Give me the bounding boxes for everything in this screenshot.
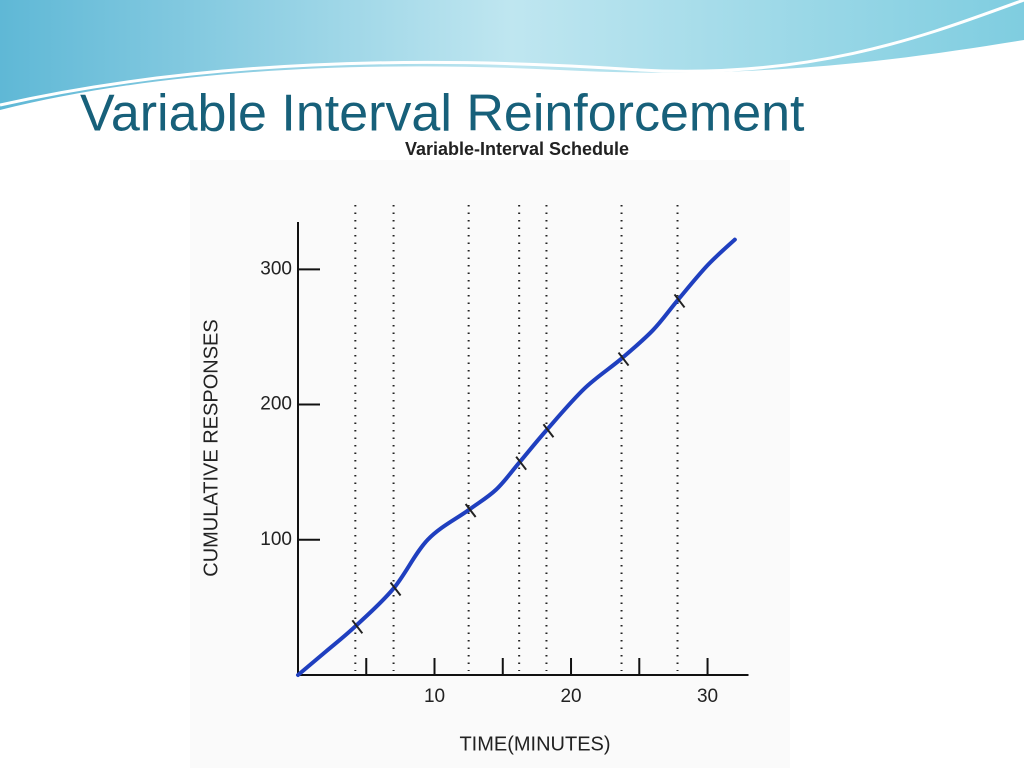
y-axis-label: CUMULATIVE RESPONSES bbox=[200, 319, 222, 576]
x-tick-label: 30 bbox=[697, 686, 718, 707]
y-tick-label: 100 bbox=[260, 529, 292, 550]
y-tick-label: 300 bbox=[260, 258, 292, 279]
y-tick-label: 200 bbox=[260, 394, 292, 415]
reinforcement-mark bbox=[617, 351, 630, 367]
x-tick-label: 10 bbox=[424, 686, 445, 707]
cumulative-line bbox=[296, 237, 737, 677]
reinforcement-mark bbox=[464, 503, 477, 518]
chart-title: Variable-Interval Schedule bbox=[405, 139, 629, 159]
x-axis-label: TIME(MINUTES) bbox=[459, 733, 610, 755]
reinforcement-mark bbox=[351, 619, 364, 634]
reinforcement-mark bbox=[542, 423, 555, 438]
header-wave bbox=[0, 0, 1024, 110]
slide-title: Variable Interval Reinforcement bbox=[80, 85, 805, 143]
x-tick-label: 20 bbox=[560, 686, 581, 707]
reinforcement-mark bbox=[389, 581, 402, 597]
chart-background bbox=[190, 160, 790, 768]
reinforcement-mark bbox=[673, 293, 686, 309]
header-wave-line bbox=[0, 0, 1024, 107]
reinforcement-mark bbox=[515, 456, 527, 471]
